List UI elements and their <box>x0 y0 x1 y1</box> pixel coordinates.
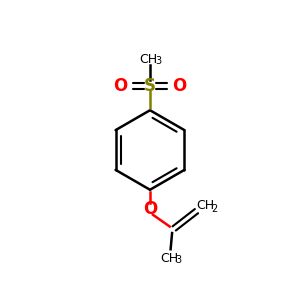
Text: 2: 2 <box>211 204 217 214</box>
Text: O: O <box>143 200 157 218</box>
Text: CH: CH <box>160 252 178 265</box>
Text: 3: 3 <box>155 56 161 66</box>
Text: O: O <box>172 77 187 95</box>
Text: CH: CH <box>140 52 158 65</box>
Text: 3: 3 <box>175 255 181 266</box>
Text: S: S <box>144 77 156 95</box>
Text: CH: CH <box>196 200 214 212</box>
Text: O: O <box>113 77 128 95</box>
